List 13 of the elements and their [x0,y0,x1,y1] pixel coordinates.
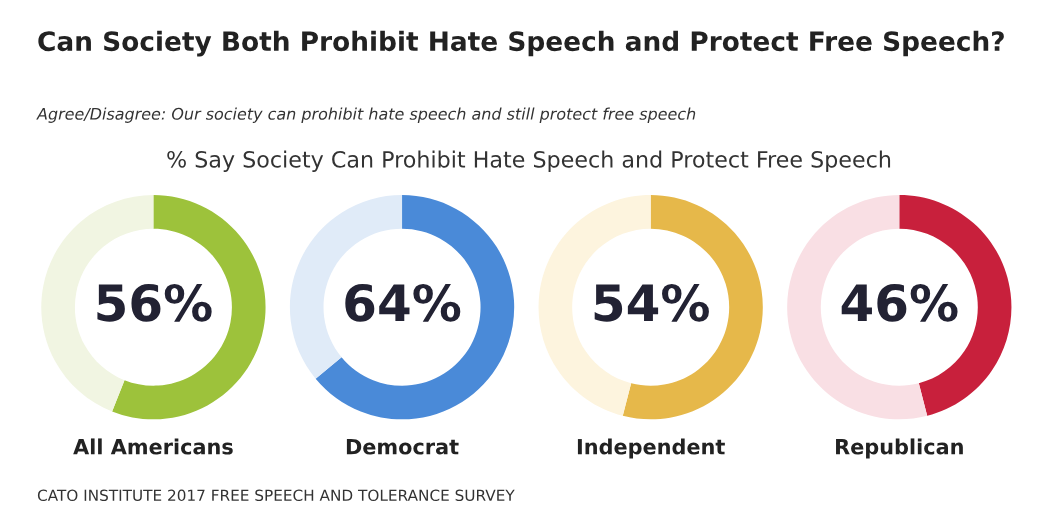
text: Republican [836,438,963,459]
text: 64% [345,283,461,322]
text: Independent [577,438,725,459]
text: Democrat [346,439,459,455]
text: 46% [841,283,958,322]
donut-slice [315,195,515,420]
text: Agree/Disagree: Our society can prohibit hate speech and still protect free speech [36,107,696,123]
text: CATO INSTITUTE 2017 FREE SPEECH AND TOLERANCE SURVEY [37,489,515,502]
text: % Say Society Can Prohibit Hate Speech and Protect Free Speech [167,150,891,173]
text: 56% [97,283,212,322]
text: All Americans [73,438,233,455]
text: Can Society Both Prohibit Hate Speech and Protect Free Speech? [38,30,1004,57]
text: 54% [594,283,709,322]
